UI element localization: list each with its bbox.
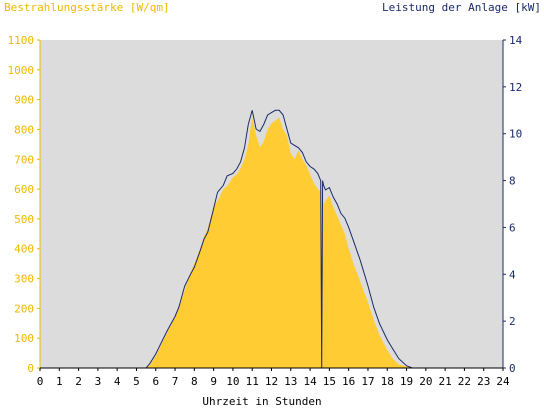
x-tick-label: 23 [477,375,490,388]
x-tick-label: 11 [246,375,259,388]
x-tick-label: 21 [439,375,452,388]
left-tick-label: 1100 [8,34,35,47]
x-tick-label: 9 [210,375,217,388]
x-tick-label: 22 [458,375,471,388]
right-tick-label: 2 [509,315,516,328]
x-tick-label: 13 [284,375,297,388]
right-tick-label: 14 [509,34,523,47]
x-tick-label: 20 [419,375,432,388]
x-tick-label: 6 [152,375,159,388]
x-tick-label: 1 [56,375,63,388]
x-tick-label: 2 [75,375,82,388]
x-tick-label: 12 [265,375,278,388]
right-tick-label: 6 [509,221,516,234]
x-tick-label: 15 [323,375,336,388]
x-tick-label: 17 [361,375,374,388]
right-tick-label: 10 [509,128,522,141]
x-tick-label: 4 [114,375,121,388]
x-tick-label: 3 [95,375,102,388]
right-tick-label: 4 [509,268,516,281]
x-tick-label: 19 [400,375,413,388]
power-line [40,109,503,369]
left-tick-label: 700 [14,153,34,166]
right-axis-ticks: 0 2 4 6 8 10 12 14 [503,34,523,375]
left-axis-title: Bestrahlungsstärke [W/qm] [4,1,170,14]
left-tick-label: 0 [27,362,34,375]
x-tick-label: 18 [381,375,394,388]
left-tick-label: 800 [14,123,34,136]
x-tick-label: 24 [496,375,510,388]
left-tick-label: 600 [14,183,34,196]
left-tick-label: 300 [14,273,34,286]
left-tick-label: 400 [14,243,34,256]
x-axis-ticks: 0 1 2 3 4 5 6 7 8 9 10 11 12 13 14 15 16 17 18 19 20 21 22 23 24 [37,368,510,388]
right-tick-label: 12 [509,81,522,94]
right-axis-title: Leistung der Anlage [kW] [382,1,541,14]
left-axis-ticks: 0 100 200 300 400 500 600 700 800 900 1000 1100 [8,34,40,375]
x-tick-label: 0 [37,375,44,388]
left-tick-label: 900 [14,94,34,107]
left-tick-label: 100 [14,332,34,345]
right-tick-label: 0 [509,362,516,375]
x-tick-label: 5 [133,375,140,388]
left-tick-label: 1000 [8,64,35,77]
x-axis-title: Uhrzeit in Stunden [202,395,321,408]
x-tick-label: 14 [303,375,317,388]
x-tick-label: 16 [342,375,355,388]
x-tick-label: 7 [172,375,179,388]
right-tick-label: 8 [509,175,516,188]
left-tick-label: 200 [14,302,34,315]
irradiance-area [40,117,503,368]
x-tick-label: 8 [191,375,198,388]
left-tick-label: 500 [14,213,34,226]
x-tick-label: 10 [226,375,239,388]
